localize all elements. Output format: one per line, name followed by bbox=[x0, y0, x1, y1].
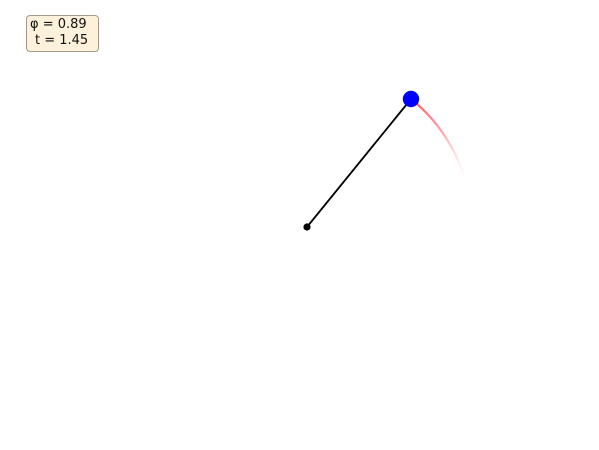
pivot-point-icon bbox=[303, 223, 311, 231]
pendulum-bob-icon bbox=[402, 90, 420, 108]
pendulum-rod bbox=[306, 98, 412, 228]
time-readout: t = 1.45 bbox=[35, 33, 89, 48]
motion-trail bbox=[409, 97, 467, 180]
angle-readout: φ = 0.89 bbox=[30, 17, 87, 32]
state-readout-box: φ = 0.89 t = 1.45 bbox=[26, 15, 99, 52]
